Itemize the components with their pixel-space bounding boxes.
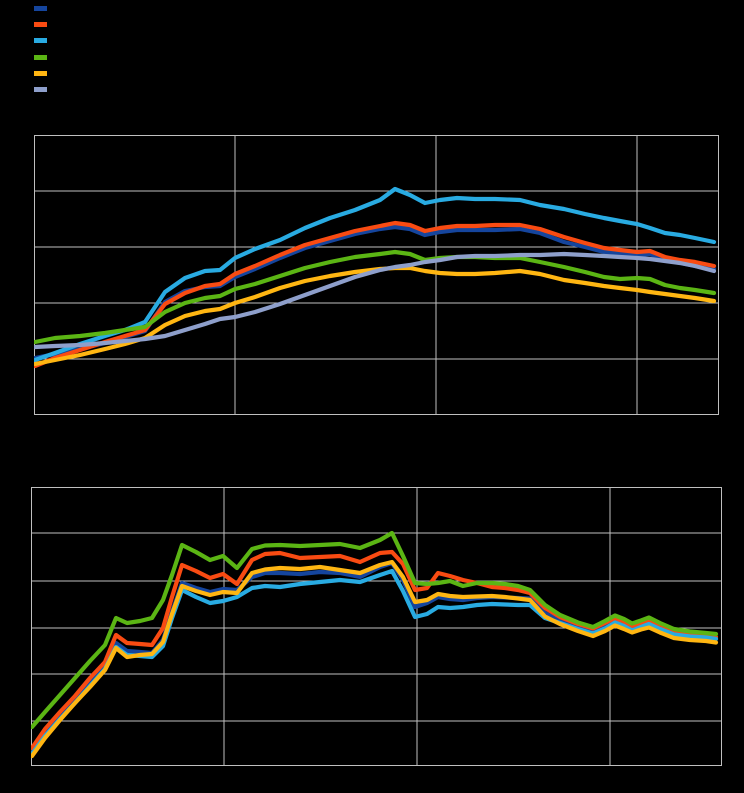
series-green-legend-swatch (34, 54, 47, 60)
series-periwinkle-line (34, 251, 717, 350)
series-amber-line (34, 265, 717, 367)
series-orange-red-legend-swatch (34, 22, 47, 28)
series-green-line (31, 530, 719, 730)
series-amber-line (31, 559, 719, 759)
series-amber-legend-swatch (34, 70, 47, 76)
series-green-line (34, 249, 717, 345)
series-cyan-line (34, 186, 717, 363)
series-orange-red-line (34, 220, 717, 369)
series-orange-red-line (31, 549, 719, 751)
chart-top (34, 135, 719, 415)
series-periwinkle-legend-swatch (34, 87, 47, 92)
series-cyan-legend-swatch (34, 38, 47, 44)
series-dark-blue-legend-swatch (34, 6, 47, 11)
chart-bottom (31, 487, 722, 766)
series-cyan-line (31, 568, 719, 757)
